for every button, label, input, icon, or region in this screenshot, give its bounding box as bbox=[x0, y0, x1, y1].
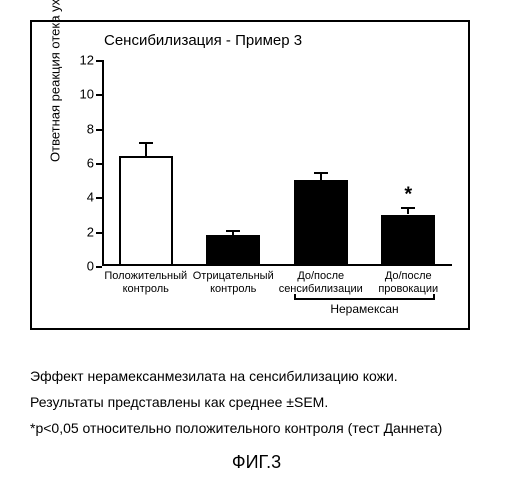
y-tick-label: 10 bbox=[66, 87, 94, 102]
y-tick bbox=[96, 94, 102, 96]
y-tick-label: 12 bbox=[66, 53, 94, 68]
error-bar-cap bbox=[401, 207, 415, 209]
error-bar-cap bbox=[314, 172, 328, 174]
figure-label: ФИГ.3 bbox=[0, 452, 513, 473]
y-tick bbox=[96, 129, 102, 131]
x-category-label: До/послесенсибилизации bbox=[277, 270, 365, 295]
y-tick-label: 4 bbox=[66, 190, 94, 205]
error-bar-cap bbox=[139, 142, 153, 144]
x-category-label: Отрицательныйконтроль bbox=[190, 270, 278, 295]
y-axis-label: Ответная реакция отека уха (см ×10-3) bbox=[46, 0, 62, 162]
y-tick bbox=[96, 163, 102, 165]
y-tick-label: 6 bbox=[66, 156, 94, 171]
bar bbox=[119, 156, 173, 266]
chart-panel: Сенсибилизация - Пример 3 Ответная реакц… bbox=[30, 20, 470, 330]
y-tick bbox=[96, 266, 102, 268]
caption-line-3: *p<0,05 относительно положительного конт… bbox=[30, 420, 442, 436]
y-tick bbox=[96, 197, 102, 199]
y-tick bbox=[96, 232, 102, 234]
y-axis bbox=[102, 60, 104, 266]
caption-line-1: Эффект нерамексанмезилата на сенсибилиза… bbox=[30, 368, 398, 384]
group-bracket bbox=[294, 298, 436, 300]
bar bbox=[381, 215, 435, 267]
y-tick-label: 8 bbox=[66, 121, 94, 136]
y-tick bbox=[96, 60, 102, 62]
caption-line-2: Результаты представлены как среднее ±SEM… bbox=[30, 394, 328, 410]
panel-title: Сенсибилизация - Пример 3 bbox=[104, 32, 302, 49]
bar bbox=[206, 235, 260, 266]
y-tick-label: 2 bbox=[66, 224, 94, 239]
error-bar-cap bbox=[226, 230, 240, 232]
y-tick-label: 0 bbox=[66, 259, 94, 274]
bar bbox=[294, 180, 348, 266]
x-category-label: До/послепровокации bbox=[365, 270, 453, 295]
group-bracket-label: Нерамексан bbox=[294, 302, 436, 316]
plot-area: 024681012ПоложительныйконтрольОтрицатель… bbox=[102, 60, 452, 266]
x-category-label: Положительныйконтроль bbox=[102, 270, 190, 295]
significance-marker: * bbox=[404, 183, 412, 206]
error-bar-stem bbox=[145, 142, 147, 156]
